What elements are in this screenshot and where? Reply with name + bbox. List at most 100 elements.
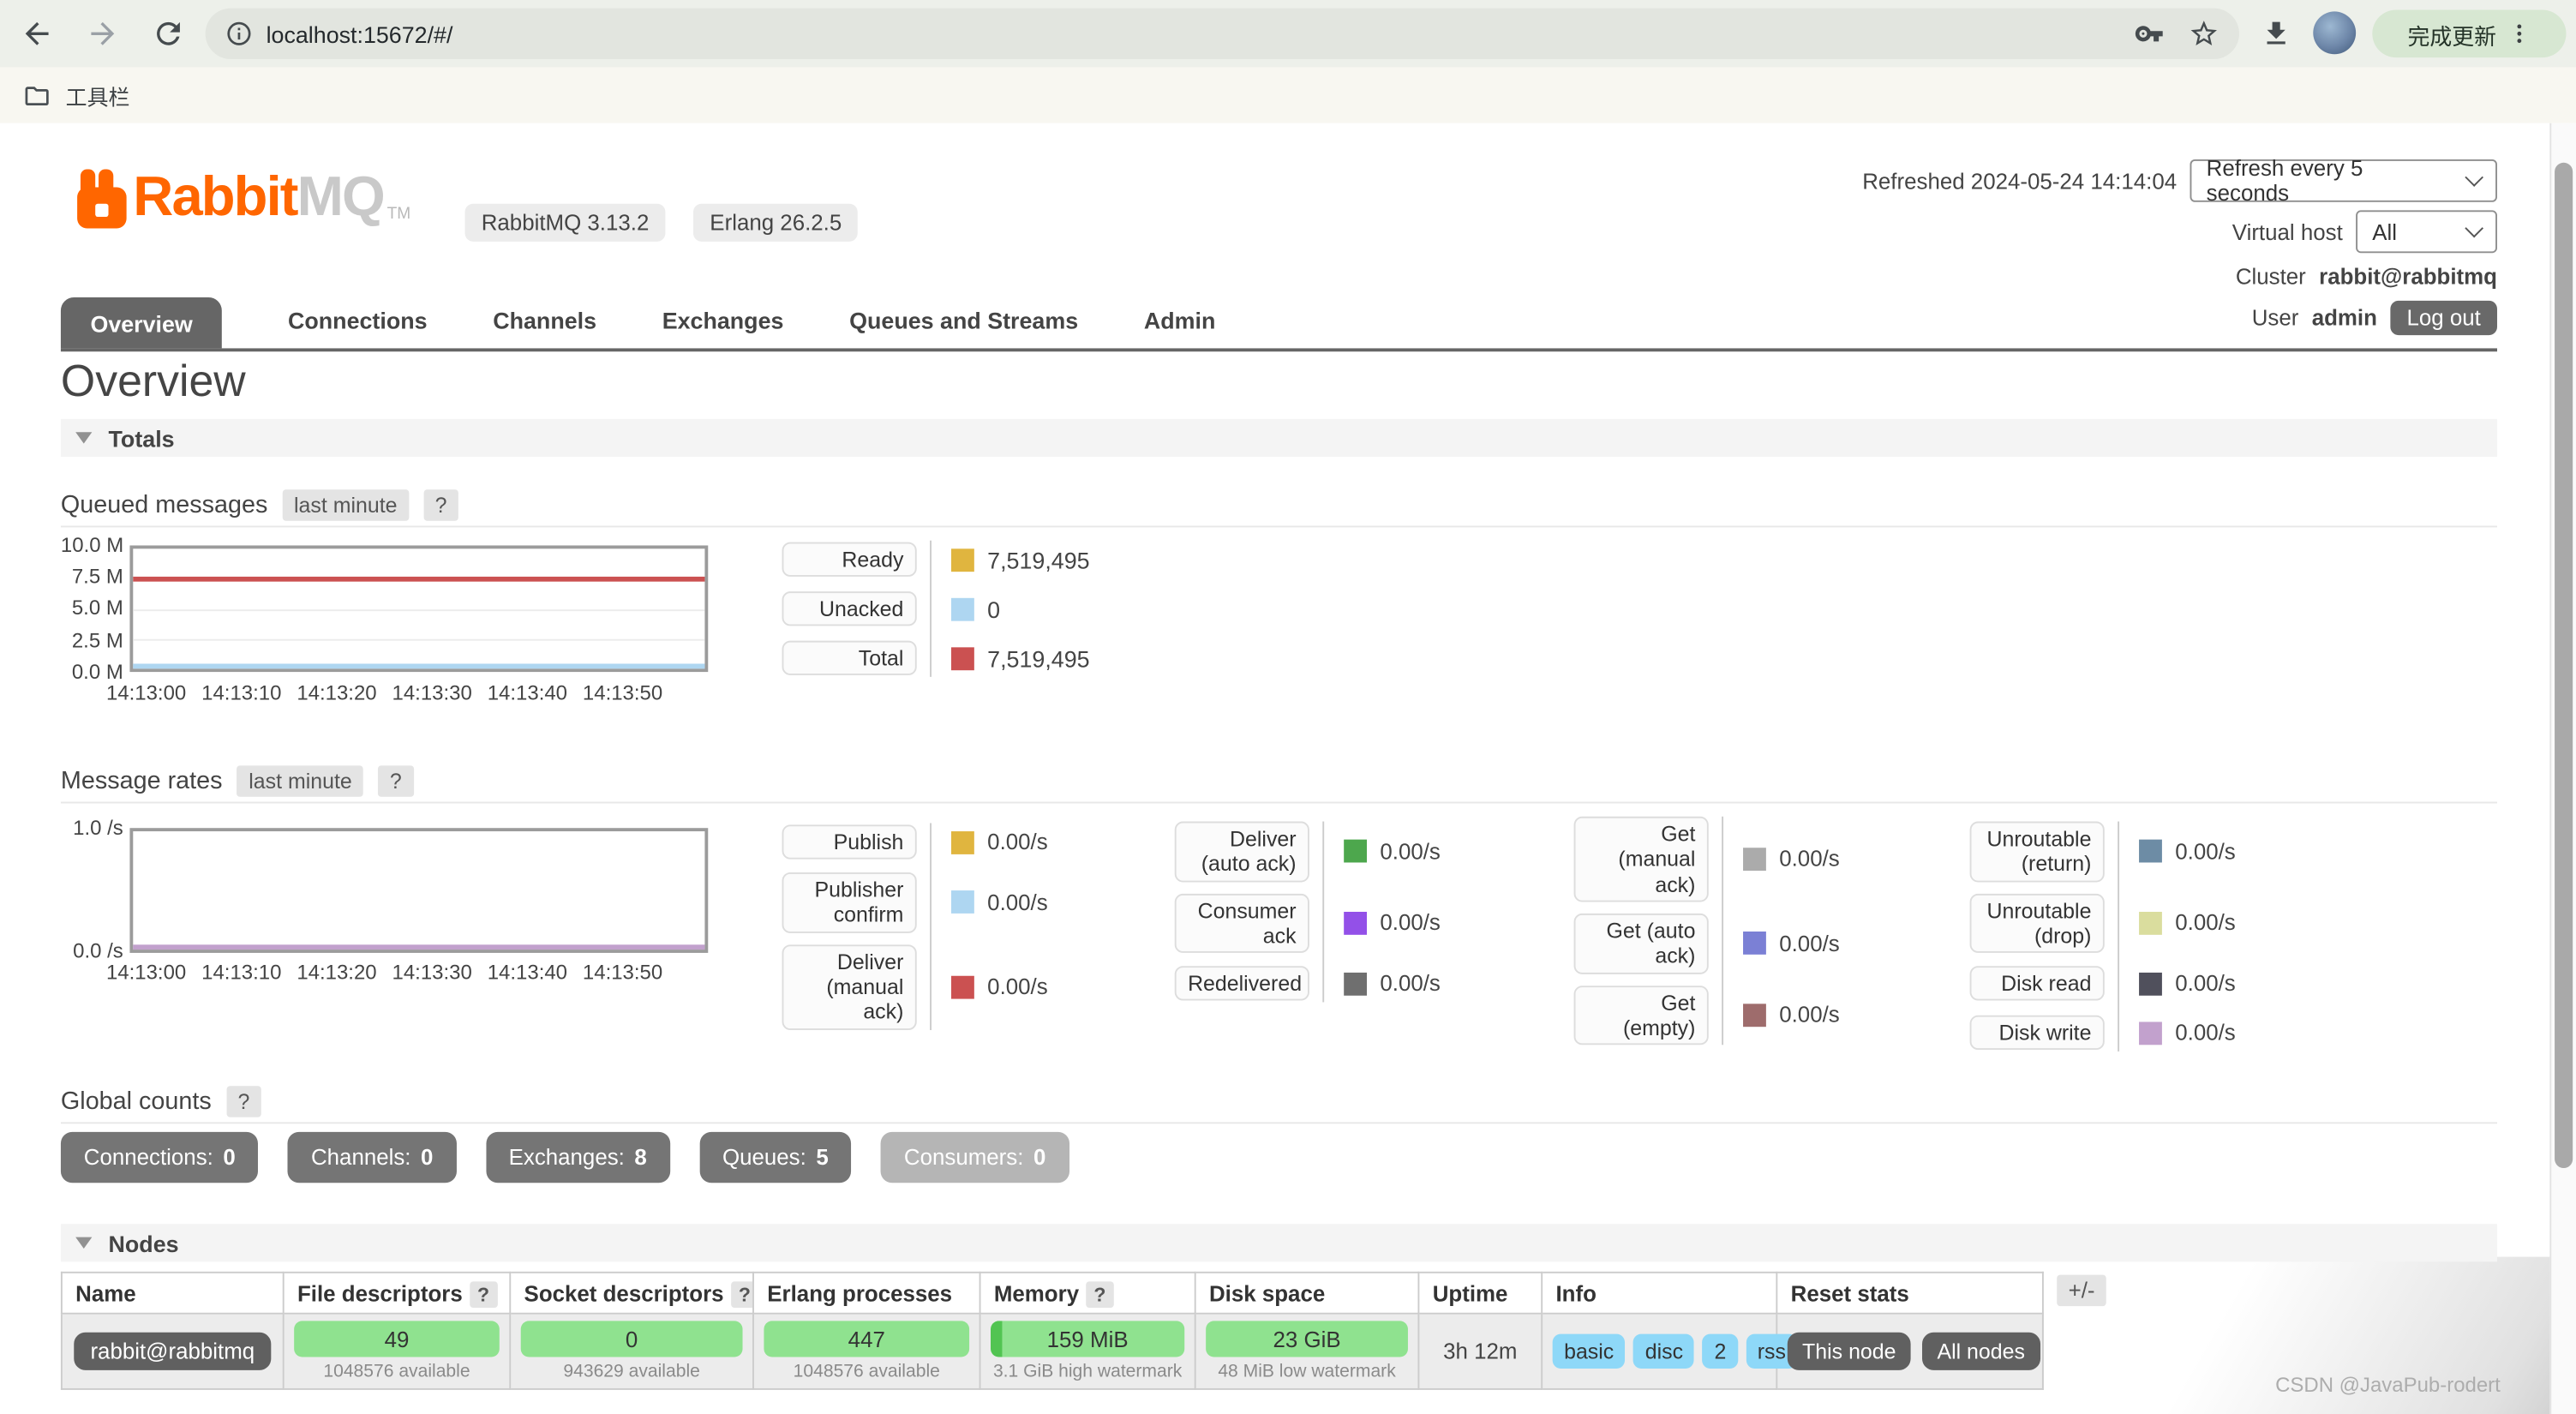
series-toggle-get-empty[interactable]: Get (empty) [1573, 985, 1709, 1046]
series-toggle-unacked[interactable]: Unacked [782, 590, 917, 626]
series-toggle-publisher-confirm[interactable]: Publisher confirm [782, 872, 917, 933]
bookmark-star-icon[interactable] [2189, 18, 2220, 49]
rabbitmq-logo[interactable]: Rabbit MQ TM [75, 166, 410, 231]
socket-descriptors-available: 943629 available [563, 1362, 700, 1382]
node-name-link[interactable]: rabbit@rabbitmq [74, 1332, 272, 1370]
vhost-select[interactable]: All [2356, 210, 2497, 254]
series-toggle-total[interactable]: Total [782, 640, 917, 676]
queued-messages-chart: 10.0 M 7.5 M 5.0 M 2.5 M 0.0 M 14:13:00 … [61, 534, 767, 722]
file-descriptors-available: 1048576 available [323, 1362, 470, 1382]
help-icon[interactable]: ? [226, 1086, 261, 1117]
time-window-chip[interactable]: last minute [237, 765, 364, 797]
queued-legend: Ready 7,519,495 Unacked 0 Total 7,519,49… [782, 540, 1128, 677]
connections-count-pill[interactable]: Connections: 0 [60, 1131, 259, 1183]
tab-overview[interactable]: Overview [60, 297, 223, 349]
scrollbar-thumb[interactable] [2555, 162, 2573, 1169]
series-swatch [1743, 1004, 1766, 1028]
nodes-section-toggle[interactable]: Nodes [60, 1224, 2497, 1262]
col-erlang-processes: Erlang processes [752, 1271, 981, 1315]
help-icon[interactable]: ? [469, 1280, 498, 1308]
bookmark-folder-label[interactable]: 工具栏 [65, 84, 130, 110]
series-toggle-redelivered[interactable]: Redelivered [1174, 966, 1309, 1002]
series-toggle-deliver-auto-ack[interactable]: Deliver (auto ack) [1174, 821, 1309, 882]
tab-connections[interactable]: Connections [288, 307, 428, 334]
rates-legend-col-1: Publish 0.00/s Publisher confirm 0.00/s … [782, 823, 1128, 1030]
series-toggle-get-auto-ack[interactable]: Get (auto ack) [1573, 913, 1709, 974]
help-icon[interactable]: ? [378, 765, 414, 797]
series-toggle-get-manual-ack[interactable]: Get (manual ack) [1573, 816, 1709, 902]
chrome-update-button[interactable]: 完成更新 [2372, 9, 2567, 58]
refresh-interval-value: Refresh every 5 seconds [2206, 156, 2363, 206]
columns-plus-minus-button[interactable]: +/- [2057, 1274, 2106, 1307]
memory-bar: 159 MiB [991, 1321, 1185, 1357]
x-tick: 14:13:20 [297, 681, 377, 705]
series-value: 0 [987, 595, 1001, 622]
reset-this-node-button[interactable]: This node [1787, 1332, 1911, 1370]
series-toggle-consumer-ack[interactable]: Consumer ack [1174, 893, 1309, 954]
channels-count-pill[interactable]: Channels: 0 [288, 1131, 457, 1183]
series-toggle-publish[interactable]: Publish [782, 824, 917, 860]
series-swatch [951, 548, 974, 572]
consumers-count-pill[interactable]: Consumers: 0 [881, 1131, 1069, 1183]
exchanges-count-pill[interactable]: Exchanges: 8 [485, 1131, 670, 1183]
series-value: 7,519,495 [987, 546, 1090, 573]
series-toggle-deliver-manual-ack[interactable]: Deliver (manual ack) [782, 944, 917, 1030]
kebab-menu-icon[interactable] [2507, 21, 2531, 46]
tab-exchanges[interactable]: Exchanges [662, 307, 784, 334]
series-value: 0.00/s [2175, 971, 2236, 997]
info-badge-disc: disc [1633, 1333, 1695, 1369]
nodes-table: Name File descriptors? Socket descriptor… [60, 1271, 2044, 1390]
logout-button[interactable]: Log out [2390, 300, 2497, 336]
pill-label: Exchanges: [508, 1145, 625, 1170]
password-key-icon[interactable] [2134, 18, 2165, 49]
help-icon[interactable]: ? [1085, 1280, 1115, 1308]
refresh-interval-select[interactable]: Refresh every 5 seconds [2190, 156, 2497, 206]
message-rates-chart: 1.0 /s 0.0 /s 14:13:00 14:13:10 14:13:20… [61, 813, 767, 1004]
header-status-area: Refreshed 2024-05-24 14:14:04 Refresh ev… [1862, 156, 2497, 336]
rabbitmq-page: Rabbit MQ TM RabbitMQ 3.13.2 Erlang 26.2.… [0, 123, 2576, 1414]
col-file-descriptors: File descriptors? [282, 1271, 512, 1315]
series-value: 0.00/s [1779, 931, 1840, 956]
file-descriptors-bar: 49 [294, 1321, 500, 1357]
totals-section-toggle[interactable]: Totals [60, 418, 2497, 457]
pill-value: 8 [634, 1145, 647, 1170]
site-info-icon[interactable] [225, 20, 254, 48]
erlang-version-badge: Erlang 26.2.5 [693, 203, 859, 242]
message-rates-title: Message rates [60, 767, 223, 795]
profile-avatar[interactable] [2313, 11, 2357, 55]
tab-queues-and-streams[interactable]: Queues and Streams [849, 307, 1079, 334]
scrollbar-track[interactable] [2549, 123, 2576, 1414]
tab-channels[interactable]: Channels [493, 307, 597, 334]
series-toggle-unroutable-drop[interactable]: Unroutable (drop) [1969, 893, 2105, 954]
reset-all-nodes-button[interactable]: All nodes [1922, 1332, 2040, 1370]
help-icon[interactable]: ? [730, 1280, 752, 1308]
version-badges: RabbitMQ 3.13.2 Erlang 26.2.5 [464, 203, 859, 242]
forward-icon[interactable] [86, 16, 120, 51]
series-swatch [2139, 911, 2162, 935]
tab-admin[interactable]: Admin [1143, 307, 1216, 334]
gridline [133, 608, 705, 611]
download-icon[interactable] [2261, 18, 2295, 52]
legend-divider [1322, 821, 1325, 1004]
logo-text-mq: MQ [297, 165, 386, 229]
queues-count-pill[interactable]: Queues: 5 [699, 1131, 852, 1183]
legend-row: Disk write 0.00/s [1969, 1014, 2315, 1052]
global-counts-pills: Connections: 0 Channels: 0 Exchanges: 8 Que… [60, 1131, 1069, 1183]
help-icon[interactable]: ? [423, 489, 458, 521]
series-toggle-disk-read[interactable]: Disk read [1969, 966, 2105, 1002]
series-value: 0.00/s [1779, 1003, 1840, 1028]
series-swatch [951, 890, 974, 914]
vhost-label: Virtual host [2232, 219, 2343, 244]
refresh-icon[interactable] [151, 16, 185, 51]
back-icon[interactable] [20, 16, 54, 51]
time-window-chip[interactable]: last minute [282, 489, 409, 521]
legend-row: Get (manual ack) 0.00/s [1573, 816, 1920, 902]
series-toggle-disk-write[interactable]: Disk write [1969, 1016, 2105, 1051]
user-name: admin [2311, 305, 2377, 331]
series-toggle-ready[interactable]: Ready [782, 542, 917, 578]
logo-text-rabbit: Rabbit [133, 165, 298, 229]
erlang-processes-available: 1048576 available [793, 1362, 940, 1382]
series-toggle-unroutable-return[interactable]: Unroutable (return) [1969, 821, 2105, 882]
address-bar[interactable]: localhost:15672/#/ [205, 8, 2240, 60]
